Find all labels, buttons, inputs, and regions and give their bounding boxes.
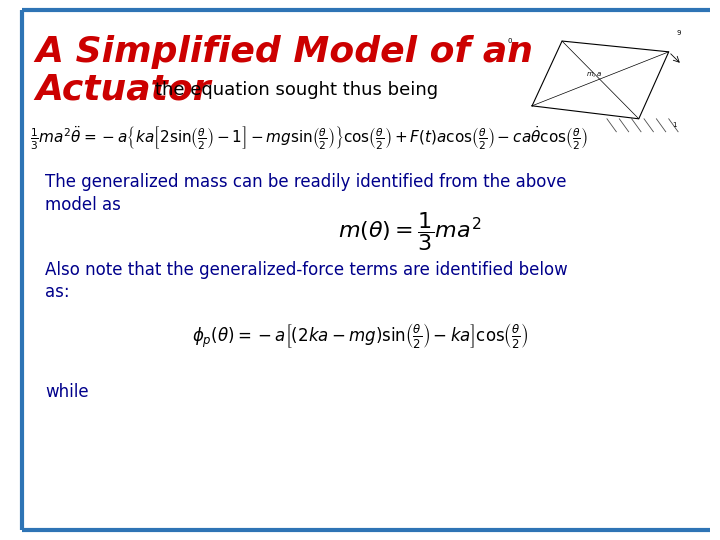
Text: model as: model as [45, 196, 121, 214]
Text: $\phi_p(\theta)=-a\left[(2ka-mg)\sin\!\left(\frac{\theta}{2}\right)-ka\right]\co: $\phi_p(\theta)=-a\left[(2ka-mg)\sin\!\l… [192, 321, 528, 349]
Text: 9: 9 [676, 30, 680, 36]
Text: $m,a$: $m,a$ [586, 70, 602, 79]
Text: Actuator: Actuator [35, 73, 211, 107]
Text: while: while [45, 383, 89, 401]
Text: $\frac{1}{3}ma^2\ddot{\theta}=-a\left\{ka\left[2\sin\!\left(\frac{\theta}{2}\rig: $\frac{1}{3}ma^2\ddot{\theta}=-a\left\{k… [30, 124, 588, 152]
Text: 1: 1 [672, 123, 677, 129]
Text: 0: 0 [508, 38, 512, 44]
Text: as:: as: [45, 283, 70, 301]
Text: Also note that the generalized-force terms are identified below: Also note that the generalized-force ter… [45, 261, 568, 279]
Text: A Simplified Model of an: A Simplified Model of an [35, 35, 533, 69]
Text: the equation sought thus being: the equation sought thus being [155, 81, 438, 99]
Text: $m(\theta)=\dfrac{1}{3}ma^2$: $m(\theta)=\dfrac{1}{3}ma^2$ [338, 211, 482, 253]
Text: The generalized mass can be readily identified from the above: The generalized mass can be readily iden… [45, 173, 567, 191]
